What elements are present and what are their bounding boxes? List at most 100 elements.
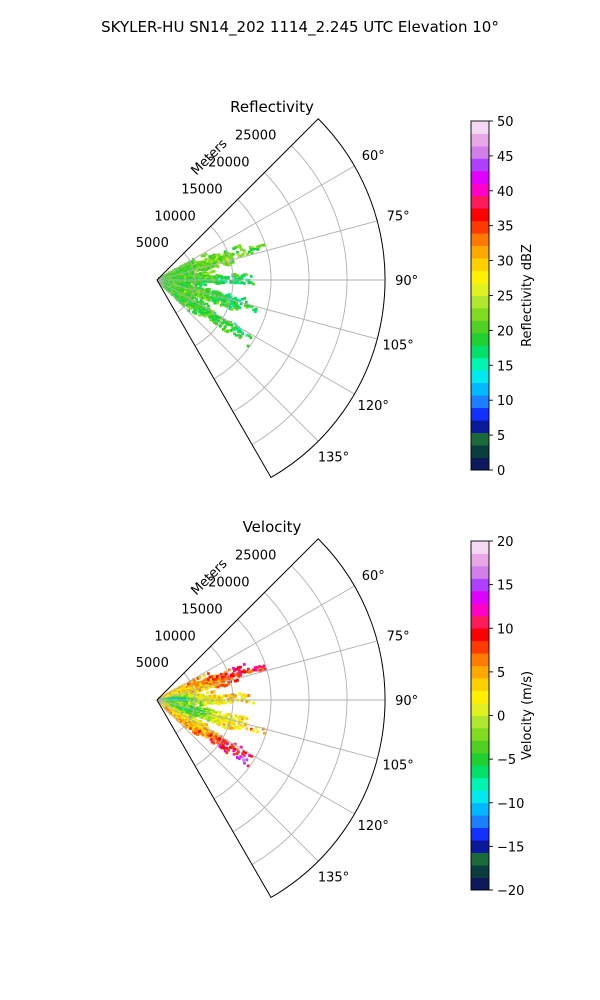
field-pixel: [199, 283, 203, 287]
colorbar-swatch: [471, 815, 489, 829]
field-pixel: [194, 264, 198, 268]
colorbar-swatch: [471, 790, 489, 804]
radial-tick-label: 20000: [208, 156, 249, 171]
field-pixel: [224, 280, 228, 283]
field-pixel: [225, 713, 229, 716]
field-layer: [157, 243, 266, 348]
field-pixel: [208, 697, 212, 701]
field-pixel: [223, 677, 227, 681]
field-pixel: [215, 722, 219, 725]
field-pixel: [224, 726, 227, 729]
field-pixel: [198, 725, 202, 729]
field-pixel: [252, 282, 255, 286]
field-pixel: [195, 276, 198, 280]
field-pixel: [212, 733, 216, 736]
field-pixel: [202, 722, 206, 726]
field-pixel: [215, 295, 219, 299]
field-pixel: [213, 681, 216, 684]
field-pixel: [207, 717, 211, 721]
field-pixel: [212, 690, 216, 693]
grid-arc: [194, 645, 234, 767]
field-pixel: [219, 298, 223, 301]
field-pixel: [220, 255, 224, 259]
field-pixel: [205, 687, 209, 691]
field-pixel: [213, 278, 217, 281]
field-pixel: [189, 303, 192, 307]
colorbar-swatch: [471, 578, 489, 592]
field-pixel: [238, 306, 242, 310]
field-pixel: [231, 677, 234, 681]
field-pixel: [218, 294, 222, 297]
field-pixel: [192, 684, 196, 687]
field-pixel: [239, 673, 243, 677]
field-pixel: [187, 285, 191, 289]
field-pixel: [209, 685, 213, 688]
field-pixel: [230, 323, 234, 327]
field-pixel: [216, 740, 219, 744]
field-pixel: [235, 748, 239, 751]
field-pixel: [212, 709, 216, 713]
field-pixel: [229, 281, 233, 284]
grid-arc: [251, 565, 348, 865]
field-pixel: [205, 268, 209, 271]
field-pixel: [228, 307, 232, 310]
field-pixel: [208, 716, 212, 719]
field-pixel: [233, 721, 236, 724]
field-pixel: [209, 318, 212, 322]
field-pixel: [191, 727, 195, 731]
field-pixel: [261, 727, 265, 731]
field-pixel: [189, 293, 193, 297]
field-pixel: [235, 668, 238, 671]
field-pixel: [224, 304, 228, 308]
field-pixel: [196, 733, 199, 736]
field-pixel: [240, 699, 244, 702]
field-pixel: [200, 311, 203, 315]
field-pixel: [262, 243, 266, 247]
theta-tick-label: 75°: [387, 209, 410, 224]
colorbar-swatch: [471, 395, 489, 409]
field-pixel: [243, 761, 246, 765]
field-pixel: [239, 715, 242, 719]
field-pixel: [222, 328, 225, 331]
field-pixel: [201, 300, 205, 304]
field-pixel: [215, 675, 219, 679]
grid-arc: [213, 619, 272, 800]
field-pixel: [232, 752, 236, 756]
field-pixel: [202, 259, 206, 263]
field-pixel: [198, 260, 202, 264]
field-pixel: [197, 280, 201, 284]
field-pixel: [222, 701, 226, 705]
reflectivity-panel: Reflectivity 60° 75° 90° 105° 120° 135° 5000 10…: [136, 98, 535, 479]
field-pixel: [215, 260, 218, 264]
field-pixel: [194, 270, 197, 273]
colorbar-swatch: [471, 233, 489, 247]
field-pixel: [212, 260, 216, 264]
field-pixel: [242, 274, 246, 278]
field-pixel: [197, 711, 201, 714]
field-pixel: [194, 732, 197, 735]
colorbar-swatch: [471, 653, 489, 667]
field-pixel: [217, 723, 221, 726]
field-pixel: [197, 307, 201, 311]
field-pixel: [214, 258, 218, 262]
field-pixel: [231, 672, 235, 675]
field-pixel: [189, 691, 193, 695]
field-pixel: [249, 275, 253, 278]
field-pixel: [223, 749, 227, 753]
field-pixel: [235, 301, 238, 305]
field-pixel: [244, 300, 248, 304]
field-pixel: [201, 700, 205, 704]
field-pixel: [231, 252, 235, 256]
field-pixel: [201, 281, 205, 284]
field-pixel: [252, 668, 255, 672]
grid-arc: [194, 225, 234, 347]
field-pixel: [199, 684, 203, 688]
colorbar-tick-label: −20: [497, 884, 524, 899]
field-pixel: [203, 314, 207, 318]
field-pixel: [236, 666, 240, 670]
field-pixel: [189, 271, 193, 274]
grid-spoke: [156, 165, 355, 281]
field-pixel: [187, 302, 190, 306]
field-pixel: [223, 684, 227, 688]
field-pixel: [202, 684, 205, 688]
